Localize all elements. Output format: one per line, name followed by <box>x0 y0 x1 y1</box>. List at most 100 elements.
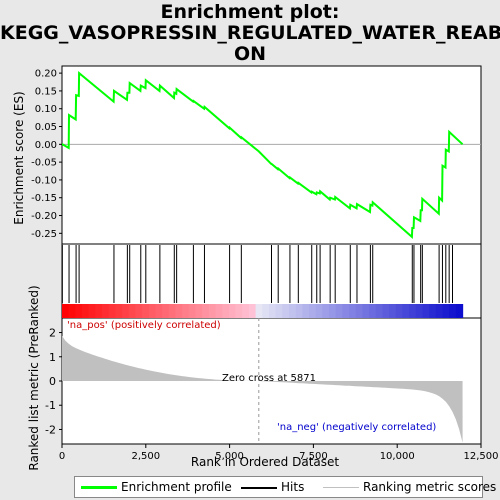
heat-bar-segment <box>242 304 250 318</box>
heat-bar-segment <box>335 304 343 318</box>
x-axis-label: Rank in Ordered Dataset <box>191 455 339 469</box>
heat-bar-segment <box>208 304 217 318</box>
heat-bar-segment <box>435 304 444 318</box>
neg-correlated-label: 'na_neg' (negatively correlated) <box>277 422 436 433</box>
heat-bar-segment <box>375 304 384 318</box>
heat-bar-segment <box>268 304 277 318</box>
es-y-tick-label: -0.25 <box>31 229 57 240</box>
heat-bar-segment <box>442 304 450 318</box>
heat-bar-segment <box>455 304 464 318</box>
legend-hits-label: Hits <box>281 480 305 494</box>
heat-bar-segment <box>275 304 283 318</box>
heat-bar-segment <box>142 304 150 318</box>
y-axis-label-es: Enrichment score (ES) <box>12 91 26 224</box>
es-y-tick-label: 0.20 <box>35 69 57 80</box>
heat-bar-segment <box>362 304 370 318</box>
heat-bar-segment <box>202 304 210 318</box>
heat-bar-segment <box>309 304 317 318</box>
heat-bar-segment <box>429 304 437 318</box>
es-y-tick-label: -0.20 <box>31 211 57 222</box>
heat-bar-segment <box>395 304 404 318</box>
legend-hits-swatch <box>241 487 277 489</box>
heat-bar-segment <box>342 304 350 318</box>
heat-bar-segment <box>62 304 70 318</box>
heat-bar-segment <box>215 304 223 318</box>
metric-y-tick-label: 2 <box>49 327 56 340</box>
heat-bar-segment <box>115 304 123 318</box>
heat-bar-segment <box>282 304 290 318</box>
es-panel <box>61 65 482 245</box>
heat-bar-segment <box>108 304 117 318</box>
enrichment-plot: 0.20 0.15 0.10 0.05 0.00 -0.05 -0.10 -0.15 -0.20… <box>12 65 499 471</box>
y-axis-label-metric: Ranked list metric (PreRanked) <box>27 285 41 470</box>
heat-bar-segment <box>422 304 430 318</box>
heat-bar-segment <box>449 304 457 318</box>
metric-y-tick-label: 1 <box>49 351 56 364</box>
heat-bar-segment <box>349 304 357 318</box>
es-y-tick-label: 0.10 <box>35 104 57 115</box>
pos-correlated-label: 'na_pos' (positively correlated) <box>67 320 221 331</box>
heat-bar-segment <box>135 304 143 318</box>
heat-bar-segment <box>295 304 303 318</box>
heat-bar-segment <box>355 304 364 318</box>
metric-y-tick-label: -1 <box>45 399 56 412</box>
heat-bar-segment <box>369 304 377 318</box>
legend-metric-swatch <box>323 487 359 488</box>
x-tick-label: 10,000 <box>380 451 415 462</box>
heat-bar-segment <box>409 304 417 318</box>
es-y-tick-label: 0.15 <box>35 86 57 97</box>
heat-bar-segment <box>95 304 103 318</box>
chart-title-line1: Enrichment plot: <box>160 1 340 23</box>
es-y-tick-label: -0.05 <box>31 158 57 169</box>
es-y-tick-label: 0.05 <box>35 122 57 133</box>
heat-bar-segment <box>228 304 237 318</box>
heat-bar-segment <box>415 304 424 318</box>
heat-bar-segment <box>302 304 310 318</box>
x-tick-label: 5,000 <box>215 451 244 462</box>
zero-cross-label: Zero cross at 5871 <box>222 373 316 384</box>
x-tick-label: 7,500 <box>299 451 328 462</box>
heat-bar-segment <box>148 304 157 318</box>
heat-bar-segment <box>389 304 397 318</box>
legend-metric-label: Ranking metric scores <box>363 480 497 494</box>
heat-bar-segment <box>82 304 90 318</box>
heat-bar-segment <box>88 304 96 318</box>
heat-bar-segment <box>402 304 410 318</box>
heat-bar-segment <box>162 304 170 318</box>
heat-bar-segment <box>322 304 330 318</box>
es-y-tick-label: 0.00 <box>35 140 57 151</box>
heat-bar-segment <box>255 304 263 318</box>
legend-enrichment-swatch <box>81 486 117 489</box>
heat-bar-segment <box>182 304 190 318</box>
x-tick-label: 2,500 <box>131 451 160 462</box>
heat-bar-segment <box>155 304 163 318</box>
legend-enrichment-label: Enrichment profile <box>121 480 232 494</box>
heat-bar-segment <box>329 304 337 318</box>
heat-bar-segment <box>175 304 183 318</box>
chart-title-line2: KEGG_VASOPRESSIN_REGULATED_WATER_REABSOR… <box>0 22 500 44</box>
heat-bar-segment <box>222 304 230 318</box>
es-y-tick-label: -0.15 <box>31 193 57 204</box>
heat-bar-segment <box>315 304 323 318</box>
enrichment-profile-line <box>61 70 464 240</box>
heat-bar-segment <box>195 304 203 318</box>
heat-bar-segment <box>68 304 76 318</box>
heat-bar-segment <box>382 304 390 318</box>
metric-y-tick-label: -2 <box>45 423 56 436</box>
chart-title-line3: ON <box>233 43 267 65</box>
x-tick-label: 12,500 <box>464 451 499 462</box>
legend: Enrichment profile Hits Ranking metric s… <box>74 476 496 498</box>
heat-bar-segment <box>235 304 243 318</box>
heat-bar-segment <box>248 304 257 318</box>
heat-bar-segment <box>122 304 130 318</box>
metric-y-tick-label: 0 <box>49 375 56 388</box>
heat-bar-segment <box>262 304 270 318</box>
heat-bar-segment <box>75 304 83 318</box>
heat-bar-segment <box>188 304 197 318</box>
heat-bar-segment <box>102 304 110 318</box>
heat-bar-segment <box>128 304 137 318</box>
es-y-tick-label: -0.10 <box>31 175 57 186</box>
heat-bar-segment <box>288 304 297 318</box>
x-tick-label: 0 <box>59 451 65 462</box>
heat-bar-segment <box>168 304 177 318</box>
